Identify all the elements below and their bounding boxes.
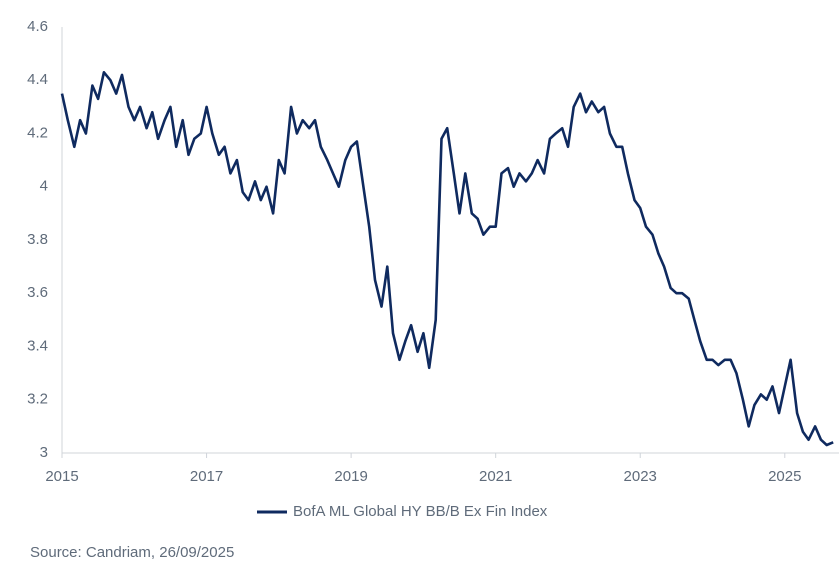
legend-label: BofA ML Global HY BB/B Ex Fin Index bbox=[293, 503, 548, 520]
x-tick-label: 2015 bbox=[45, 468, 78, 485]
x-tick-label: 2025 bbox=[768, 468, 801, 485]
y-tick-label: 3.6 bbox=[27, 284, 48, 301]
y-tick-label: 3 bbox=[40, 444, 48, 461]
x-tick-label: 2023 bbox=[624, 468, 657, 485]
y-tick-label: 3.2 bbox=[27, 391, 48, 408]
source-note: Source: Candriam, 26/09/2025 bbox=[30, 544, 234, 561]
y-tick-label: 4.6 bbox=[27, 18, 48, 35]
y-tick-label: 4.2 bbox=[27, 124, 48, 141]
x-tick-label: 2019 bbox=[334, 468, 367, 485]
x-tick-label: 2021 bbox=[479, 468, 512, 485]
y-tick-label: 4 bbox=[40, 178, 48, 195]
data-line bbox=[60, 71, 834, 447]
y-tick-label: 4.4 bbox=[27, 71, 48, 88]
y-tick-label: 3.4 bbox=[27, 337, 48, 354]
x-tick-label: 2017 bbox=[190, 468, 223, 485]
y-tick-label: 3.8 bbox=[27, 231, 48, 248]
